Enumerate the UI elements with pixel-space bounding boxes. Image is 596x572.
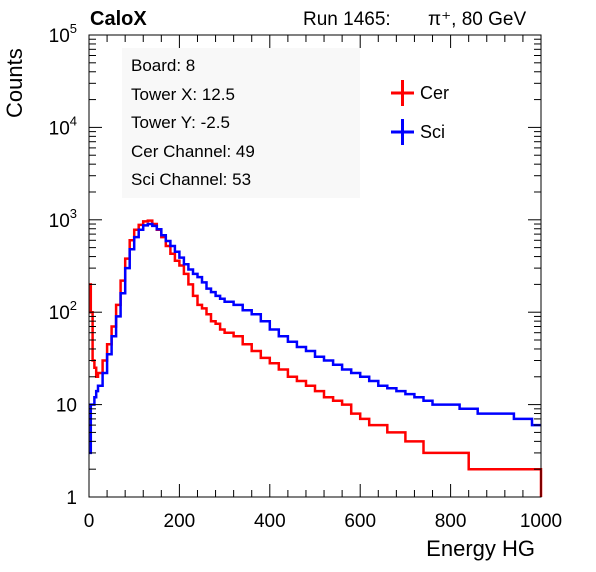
- info-line-sci-channel: Sci Channel: 53: [131, 170, 251, 189]
- run-label: Run 1465:: [303, 9, 391, 30]
- x-tick-label: 1000: [520, 511, 562, 532]
- info-box: Board: 8 Tower X: 12.5 Tower Y: -2.5 Cer…: [122, 48, 360, 198]
- beam-label: π⁺, 80 GeV: [428, 9, 526, 30]
- y-axis-label: Counts: [2, 48, 27, 118]
- tick-labels: 0 200 400 600 800 1000 1 10 102 103 104 105: [49, 21, 563, 532]
- x-tick-label: 400: [254, 511, 286, 532]
- x-tick-label: 200: [164, 511, 196, 532]
- x-tick-label: 800: [435, 511, 467, 532]
- y-tick-label: 103: [49, 206, 77, 232]
- legend: Cer Sci: [391, 80, 449, 145]
- legend-label-cer: Cer: [420, 83, 449, 103]
- experiment-title: CaloX: [90, 8, 147, 30]
- x-tick-label: 600: [344, 511, 376, 532]
- plot-frame: [88, 34, 542, 498]
- legend-marker-sci: [391, 119, 414, 145]
- legend-marker-cer: [391, 80, 414, 106]
- axes: [88, 34, 542, 498]
- series-line-cer: [89, 219, 543, 497]
- y-tick-label: 105: [49, 21, 77, 47]
- series-layer: [89, 219, 543, 497]
- info-line-tower-x: Tower X: 12.5: [131, 85, 235, 104]
- y-tick-label: 104: [49, 113, 77, 139]
- info-line-cer-channel: Cer Channel: 49: [131, 142, 255, 161]
- x-tick-label: 0: [84, 511, 95, 532]
- x-axis-label: Energy HG: [426, 536, 535, 561]
- y-tick-label: 1: [66, 488, 77, 509]
- y-tick-label: 102: [49, 298, 77, 324]
- series-line-sci: [89, 222, 541, 455]
- y-tick-label: 10: [56, 396, 77, 417]
- info-line-board: Board: 8: [131, 56, 195, 75]
- info-line-tower-y: Tower Y: -2.5: [131, 113, 230, 132]
- legend-label-sci: Sci: [420, 122, 445, 142]
